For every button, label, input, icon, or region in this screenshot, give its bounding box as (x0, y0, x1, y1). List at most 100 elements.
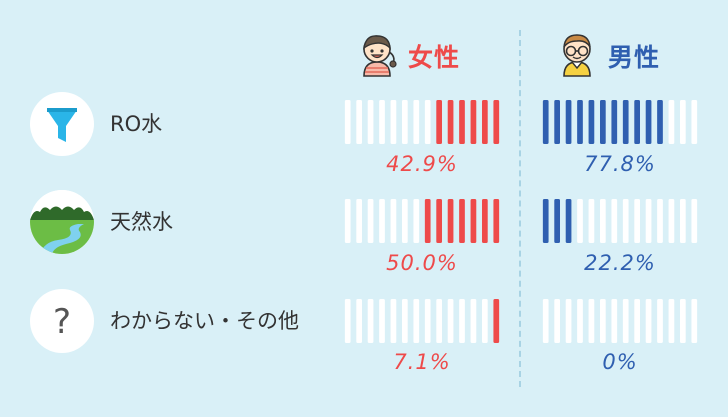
female-column-header: 女性 (356, 30, 460, 82)
bar-segment-empty (657, 299, 663, 343)
bar-segment-filled (459, 199, 465, 243)
bar-segment-empty (379, 299, 385, 343)
bar-segment-empty (402, 100, 408, 144)
bar-segment-empty (390, 299, 397, 343)
bar-segment-filled (436, 100, 442, 144)
girl-avatar-icon (363, 35, 397, 77)
bar-male-natural-water (542, 199, 698, 243)
bar-segment-empty (356, 199, 362, 243)
female-label: 女性 (408, 43, 461, 72)
bar-segment-empty (379, 199, 385, 243)
bar-segment-filled (577, 100, 583, 144)
bar-segment-empty (680, 100, 686, 144)
bar-female-natural-water (344, 199, 500, 243)
column-divider (519, 30, 521, 387)
bar-segment-filled (493, 199, 500, 243)
bar-segment-empty (588, 299, 595, 343)
bar-segment-empty (691, 299, 698, 343)
bar-segment-empty (344, 299, 351, 343)
bar-segment-empty (622, 299, 629, 343)
bar-segment-empty (600, 299, 606, 343)
river-icon-badge (30, 190, 94, 254)
bar-male-other (542, 299, 698, 343)
bar-segment-empty (413, 100, 420, 144)
bar-segment-filled (542, 100, 549, 144)
bar-female-ro-water (344, 100, 500, 144)
bar-segment-filled (611, 100, 618, 144)
funnel-icon-badge (30, 92, 94, 156)
bar-segment-empty (356, 299, 362, 343)
bar-segment-filled (436, 199, 442, 243)
river-landscape-icon (30, 190, 94, 254)
row-label-ro-water: RO水 (110, 112, 163, 136)
bar-segment-empty (542, 299, 549, 343)
bar-segment-empty (554, 299, 560, 343)
bar-segment-empty (577, 199, 583, 243)
value-female-natural-water: 50.0% (386, 251, 458, 275)
bar-segment-empty (402, 299, 408, 343)
bar-segment-empty (447, 299, 454, 343)
bar-segment-empty (367, 299, 374, 343)
bar-segment-empty (402, 199, 408, 243)
bar-segment-empty (356, 100, 362, 144)
bar-segment-empty (645, 199, 652, 243)
question-mark-icon: ? (53, 302, 71, 342)
bar-segment-filled (459, 100, 465, 144)
row-label-other: わからない・その他 (110, 309, 299, 333)
bar-segment-filled (657, 100, 663, 144)
bar-segment-empty (611, 199, 618, 243)
svg-text:?: ? (53, 302, 71, 342)
bar-segment-empty (657, 199, 663, 243)
bar-segment-empty (645, 299, 652, 343)
bar-segment-empty (565, 299, 572, 343)
bar-segment-empty (424, 100, 431, 144)
bar-segment-empty (680, 299, 686, 343)
bar-segment-empty (482, 299, 488, 343)
bar-segment-empty (344, 100, 351, 144)
bar-segment-empty (379, 100, 385, 144)
bar-segment-filled (622, 100, 629, 144)
bar-segment-filled (470, 100, 477, 144)
bar-segment-empty (459, 299, 465, 343)
bar-segment-filled (565, 100, 572, 144)
bar-segment-empty (413, 199, 420, 243)
bar-segment-filled (493, 299, 500, 343)
bar-segment-empty (588, 199, 595, 243)
bar-segment-filled (588, 100, 595, 144)
male-column-header: 男性 (556, 30, 660, 82)
bar-segment-empty (424, 299, 431, 343)
value-male-natural-water: 22.2% (584, 251, 656, 275)
bar-segment-empty (413, 299, 420, 343)
bar-segment-empty (470, 299, 477, 343)
bar-segment-filled (447, 199, 454, 243)
bar-segment-filled (424, 199, 431, 243)
bar-segment-empty (367, 199, 374, 243)
bar-segment-empty (436, 299, 442, 343)
boy-with-glasses-avatar-icon (563, 34, 591, 77)
value-male-other: 0% (602, 350, 638, 374)
bar-segment-filled (554, 199, 560, 243)
bar-segment-filled (565, 199, 572, 243)
bar-segment-empty (390, 199, 397, 243)
bar-segment-filled (482, 100, 488, 144)
male-label: 男性 (608, 43, 661, 72)
bar-segment-empty (668, 299, 675, 343)
bar-segment-filled (470, 199, 477, 243)
bar-segment-empty (344, 199, 351, 243)
bar-segment-empty (634, 199, 640, 243)
bar-segment-empty (390, 100, 397, 144)
bar-segment-filled (554, 100, 560, 144)
bar-male-ro-water (542, 100, 698, 144)
bar-segment-empty (691, 199, 698, 243)
bar-segment-filled (634, 100, 640, 144)
row-label-natural-water: 天然水 (110, 210, 173, 234)
bar-segment-filled (493, 100, 500, 144)
bar-segment-empty (600, 199, 606, 243)
value-male-ro-water: 77.8% (584, 152, 656, 176)
bar-segment-filled (542, 199, 549, 243)
bar-segment-empty (367, 100, 374, 144)
bar-segment-empty (668, 100, 675, 144)
bar-segment-empty (680, 199, 686, 243)
funnel-icon (47, 108, 77, 142)
